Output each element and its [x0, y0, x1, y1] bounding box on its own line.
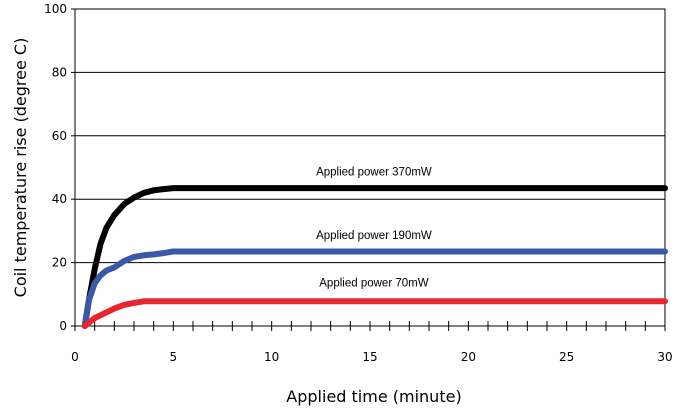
x-tick-label: 15 [362, 350, 377, 364]
x-tick-label: 25 [559, 350, 574, 364]
y-axis-title: Coil temperature rise (degree C) [11, 38, 30, 298]
series-layer [81, 185, 668, 329]
grid-layer [75, 71, 665, 264]
series-line-0 [81, 185, 668, 329]
series-line-2 [81, 298, 668, 329]
x-axis-title: Applied time (minute) [286, 387, 461, 406]
x-tick-label: 10 [264, 350, 279, 364]
y-tick-label: 20 [52, 256, 67, 270]
x-tick-label: 30 [657, 350, 672, 364]
y-tick-label: 80 [52, 65, 67, 79]
x-tick-label: 5 [170, 350, 178, 364]
y-tick-label: 60 [52, 129, 67, 143]
y-tick-label: 0 [59, 319, 67, 333]
x-tick-label: 20 [461, 350, 476, 364]
annotation-layer: Applied power 370mW Applied power 190mW Ap… [316, 166, 432, 289]
annotation-label: Applied power 190mW [316, 230, 432, 242]
ticks-layer: 0 20 40 60 80 100 0 5 10 15 20 25 30 [44, 2, 673, 364]
annotation-label: Applied power 70mW [319, 277, 428, 289]
x-tick-label: 0 [71, 350, 79, 364]
annotation-label: Applied power 370mW [316, 166, 432, 178]
y-tick-label: 100 [44, 2, 67, 16]
y-tick-label: 40 [52, 192, 67, 206]
series-line-1 [81, 248, 668, 329]
